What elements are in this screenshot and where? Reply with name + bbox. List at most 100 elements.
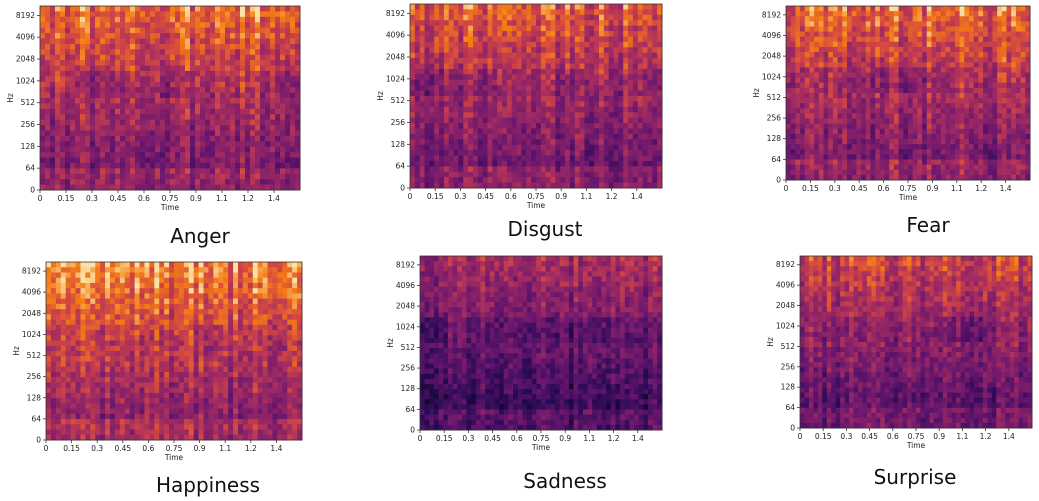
spectrogram-cell xyxy=(647,91,652,97)
spectrogram-cell xyxy=(866,124,871,130)
spectrogram-cell xyxy=(439,101,444,107)
spectrogram-cell xyxy=(604,145,609,151)
spectrogram-cell xyxy=(546,20,551,26)
spectrogram-cell xyxy=(560,64,565,70)
spectrogram-cell xyxy=(955,93,960,99)
spectrogram-cell xyxy=(240,174,246,180)
spectrogram-cell xyxy=(819,160,824,166)
spectrogram-cell xyxy=(190,152,196,158)
spectrogram-cell xyxy=(517,85,522,91)
spectrogram-cell xyxy=(589,58,594,64)
spectrogram-cell xyxy=(85,55,91,61)
spectrogram-cell xyxy=(847,134,852,140)
spectrogram-cell xyxy=(429,47,434,53)
spectrogram-cell xyxy=(85,93,91,99)
spectrogram-cell xyxy=(240,60,246,66)
spectrogram-cell xyxy=(960,160,965,166)
spectrogram-cell xyxy=(410,107,415,113)
spectrogram-cell xyxy=(589,107,594,113)
spectrogram-cell xyxy=(458,53,463,59)
spectrogram-cell xyxy=(512,26,517,32)
spectrogram-cell xyxy=(565,20,570,26)
spectrogram-cell xyxy=(814,37,819,43)
spectrogram-cell xyxy=(955,32,960,38)
spectrogram-cell xyxy=(195,55,201,61)
spectrogram-cell xyxy=(50,174,56,180)
spectrogram-cell xyxy=(439,42,444,48)
spectrogram-cell xyxy=(623,74,628,80)
spectrogram-cell xyxy=(628,166,633,172)
spectrogram-cell xyxy=(434,128,439,134)
spectrogram-cell xyxy=(200,120,206,126)
spectrogram-cell xyxy=(931,6,936,12)
spectrogram-cell xyxy=(960,108,965,114)
spectrogram-cell xyxy=(225,93,231,99)
spectrogram-cell xyxy=(847,119,852,125)
spectrogram-cell xyxy=(454,107,459,113)
spectrogram-cell xyxy=(449,107,454,113)
spectrogram-cell xyxy=(85,168,91,174)
spectrogram-cell xyxy=(969,16,974,22)
spectrogram-cell xyxy=(245,152,251,158)
spectrogram-cell xyxy=(894,160,899,166)
spectrogram-cell xyxy=(838,42,843,48)
spectrogram-cell xyxy=(824,32,829,38)
spectrogram-cell xyxy=(852,73,857,79)
spectrogram-cell xyxy=(903,108,908,114)
spectrogram-cell xyxy=(899,26,904,32)
spectrogram-cell xyxy=(45,87,51,93)
spectrogram-cell xyxy=(80,120,86,126)
spectrogram-cell xyxy=(150,87,156,93)
spectrogram-cell xyxy=(180,38,186,44)
spectrogram-cell xyxy=(885,6,890,12)
spectrogram-cell xyxy=(45,33,51,39)
spectrogram-cell xyxy=(814,42,819,48)
spectrogram-cell xyxy=(870,149,875,155)
spectrogram-cell xyxy=(941,62,946,68)
spectrogram-cell xyxy=(55,55,61,61)
spectrogram-cell xyxy=(420,123,425,129)
spectrogram-cell xyxy=(546,145,551,151)
spectrogram-cell xyxy=(847,83,852,89)
spectrogram-cell xyxy=(110,49,116,55)
spectrogram-cell xyxy=(280,6,286,12)
spectrogram-cell xyxy=(838,124,843,130)
spectrogram-cell xyxy=(931,113,936,119)
spectrogram-cell xyxy=(105,114,111,120)
spectrogram-cell xyxy=(575,134,580,140)
spectrogram-cell xyxy=(468,36,473,42)
spectrogram-cell xyxy=(449,145,454,151)
spectrogram-cell xyxy=(570,134,575,140)
spectrogram-cell xyxy=(285,71,291,77)
spectrogram-cell xyxy=(210,179,216,185)
spectrogram-cell xyxy=(507,85,512,91)
spectrogram-cell xyxy=(120,55,126,61)
spectrogram-cell xyxy=(870,83,875,89)
spectrogram-cell xyxy=(856,6,861,12)
spectrogram-cell xyxy=(215,49,221,55)
spectrogram-cell xyxy=(145,55,151,61)
spectrogram-cell xyxy=(618,20,623,26)
spectrogram-cell xyxy=(150,55,156,61)
spectrogram-cell xyxy=(105,93,111,99)
spectrogram-cell xyxy=(195,179,201,185)
spectrogram-cell xyxy=(941,165,946,171)
spectrogram-cell xyxy=(492,58,497,64)
spectrogram-cell xyxy=(828,37,833,43)
spectrogram-cell xyxy=(235,174,241,180)
spectrogram-cell xyxy=(425,101,430,107)
spectrogram-cell xyxy=(200,66,206,72)
spectrogram-cell xyxy=(473,9,478,15)
spectrogram-cell xyxy=(638,26,643,32)
spectrogram-cell xyxy=(255,120,261,126)
spectrogram-cell xyxy=(483,9,488,15)
spectrogram-cell xyxy=(633,118,638,124)
spectrogram-cell xyxy=(618,156,623,162)
spectrogram-cell xyxy=(260,60,266,66)
spectrogram-cell xyxy=(290,76,296,82)
spectrogram-cell xyxy=(415,128,420,134)
spectrogram-cell xyxy=(623,80,628,86)
spectrogram-cell xyxy=(847,149,852,155)
spectrogram-cell xyxy=(828,160,833,166)
spectrogram-cell xyxy=(155,49,161,55)
